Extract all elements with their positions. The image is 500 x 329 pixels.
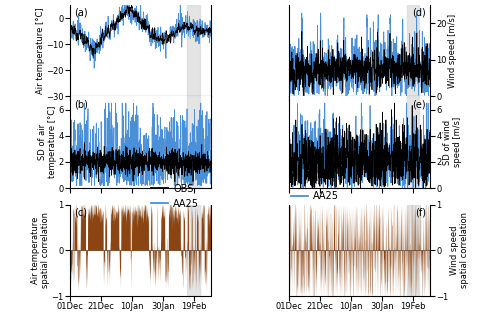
Bar <box>188 5 200 96</box>
Y-axis label: SD of wind
speed [m/s]: SD of wind speed [m/s] <box>443 117 462 167</box>
Bar <box>407 96 419 188</box>
Legend: OBS, AA25: OBS, AA25 <box>147 180 203 213</box>
Y-axis label: Wind speed [m/s]: Wind speed [m/s] <box>448 13 457 88</box>
Y-axis label: SD of air
temperature [°C]: SD of air temperature [°C] <box>38 106 57 178</box>
Bar <box>188 205 200 296</box>
Bar <box>407 205 419 296</box>
Text: (d): (d) <box>412 8 426 18</box>
Text: (e): (e) <box>412 99 426 109</box>
Y-axis label: Air temperature
spatial correlation: Air temperature spatial correlation <box>30 212 50 288</box>
Text: (c): (c) <box>74 207 87 217</box>
Text: (f): (f) <box>415 207 426 217</box>
Legend: AA25: AA25 <box>287 188 343 205</box>
Text: (b): (b) <box>74 99 88 109</box>
Text: (a): (a) <box>74 8 88 18</box>
Bar <box>188 96 200 188</box>
Y-axis label: Air temperature [°C]: Air temperature [°C] <box>36 8 44 94</box>
Y-axis label: Wind speed
spatial correlation: Wind speed spatial correlation <box>450 212 469 288</box>
Bar <box>407 5 419 96</box>
